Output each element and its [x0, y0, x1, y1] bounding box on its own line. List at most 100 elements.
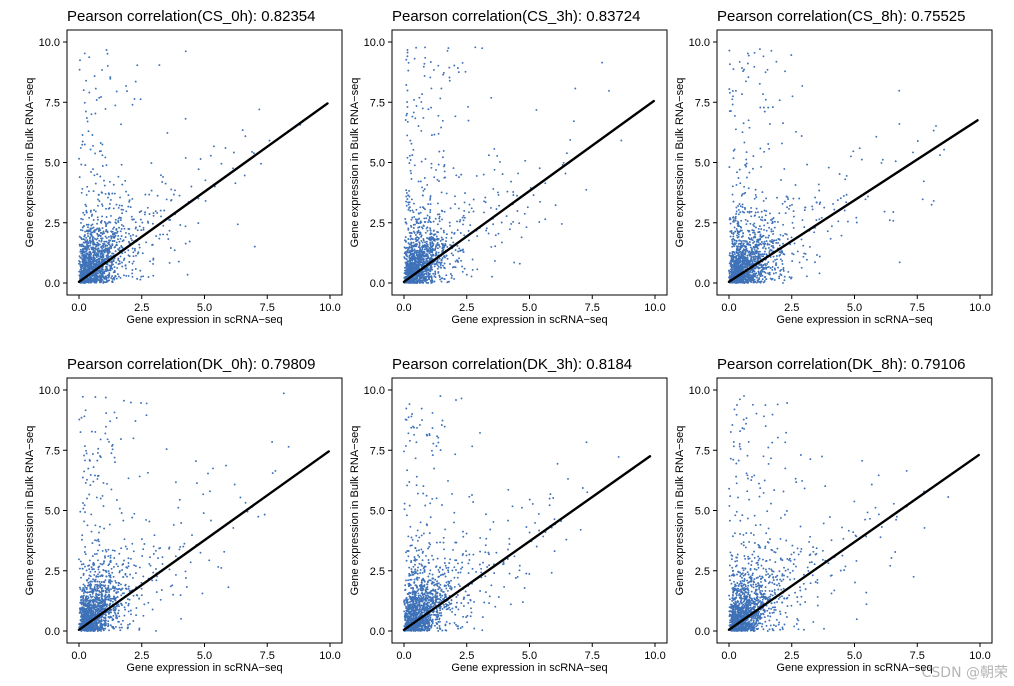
data-point: [146, 206, 149, 209]
data-point: [152, 274, 155, 277]
data-point: [79, 146, 82, 149]
data-point: [136, 64, 139, 67]
data-point: [121, 252, 124, 255]
data-point: [441, 156, 444, 159]
data-point: [94, 524, 97, 527]
data-point: [758, 263, 761, 266]
data-point: [80, 268, 83, 271]
data-point: [94, 583, 97, 586]
data-point: [425, 253, 428, 256]
data-point: [753, 222, 756, 225]
data-point: [96, 237, 99, 240]
data-point: [418, 233, 421, 236]
data-point: [772, 233, 775, 235]
data-point: [128, 199, 131, 202]
data-point: [463, 201, 466, 204]
data-point: [467, 239, 470, 242]
data-point: [782, 242, 784, 245]
data-point: [532, 194, 535, 197]
data-point: [110, 236, 113, 239]
x-tick-label: 10.0: [969, 302, 990, 314]
data-point: [439, 239, 442, 242]
data-point: [197, 222, 200, 225]
data-point: [97, 193, 100, 196]
data-point: [140, 229, 143, 232]
data-point: [746, 276, 749, 279]
data-point: [438, 150, 441, 153]
data-point: [750, 248, 753, 251]
data-point: [104, 579, 107, 582]
data-point: [762, 199, 765, 202]
data-point: [184, 156, 187, 159]
data-point: [105, 249, 108, 252]
data-point: [755, 240, 758, 243]
data-point: [735, 210, 738, 213]
data-point: [81, 143, 84, 146]
plot-frame: [66, 377, 343, 644]
data-point: [80, 236, 83, 239]
data-point: [829, 237, 832, 240]
data-point: [79, 261, 81, 263]
data-point: [773, 279, 776, 281]
data-point: [755, 281, 758, 284]
data-point: [156, 194, 159, 197]
data-point: [572, 120, 575, 123]
data-point: [464, 70, 467, 73]
data-point: [406, 267, 409, 270]
data-point: [442, 231, 445, 234]
data-point: [817, 183, 820, 186]
data-point: [765, 229, 768, 232]
data-point: [441, 119, 444, 122]
data-point: [447, 47, 450, 50]
data-point: [134, 80, 137, 83]
data-point: [87, 253, 90, 256]
data-point: [120, 235, 123, 238]
data-point: [420, 250, 423, 253]
data-point: [102, 250, 105, 253]
data-point: [95, 245, 98, 248]
data-point: [444, 256, 446, 259]
data-point: [733, 148, 736, 151]
data-point: [462, 223, 464, 226]
y-tick-label: 5.0: [45, 158, 60, 170]
data-point: [423, 276, 426, 279]
data-point: [766, 262, 769, 265]
x-tick-label: 2.5: [134, 650, 149, 662]
data-point: [189, 561, 192, 564]
data-point: [243, 174, 246, 177]
data-point: [445, 274, 448, 277]
data-point: [423, 261, 426, 264]
data-point: [116, 273, 119, 276]
data-point: [751, 251, 754, 254]
data-point: [411, 259, 414, 262]
data-point: [738, 203, 741, 205]
data-point: [430, 281, 433, 284]
data-point: [412, 249, 415, 252]
data-point: [92, 259, 95, 261]
data-point: [111, 261, 114, 263]
data-point: [751, 229, 754, 232]
data-point: [197, 197, 200, 200]
data-point: [420, 256, 423, 258]
data-point: [408, 206, 411, 209]
data-point: [418, 278, 421, 280]
data-point: [412, 227, 415, 229]
data-point: [144, 193, 147, 196]
data-point: [87, 271, 90, 274]
data-point: [416, 232, 419, 234]
data-point: [497, 193, 500, 196]
data-point: [169, 247, 172, 249]
data-point: [757, 250, 760, 253]
data-point: [122, 208, 125, 211]
data-point: [898, 261, 901, 264]
data-point: [87, 226, 89, 229]
data-point: [770, 49, 773, 52]
data-point: [134, 420, 137, 422]
data-point: [436, 241, 439, 244]
data-point: [449, 263, 451, 265]
data-point: [417, 236, 420, 239]
data-point: [744, 253, 747, 256]
data-point: [184, 50, 187, 53]
data-point: [84, 266, 87, 269]
data-point: [414, 260, 417, 263]
